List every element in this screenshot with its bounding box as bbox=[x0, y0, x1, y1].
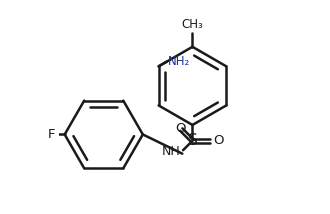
Text: O: O bbox=[213, 134, 223, 147]
Text: S: S bbox=[187, 133, 197, 148]
Text: F: F bbox=[48, 128, 55, 141]
Text: NH₂: NH₂ bbox=[168, 55, 190, 68]
Text: CH₃: CH₃ bbox=[182, 18, 203, 31]
Text: NH: NH bbox=[161, 146, 180, 159]
Text: O: O bbox=[175, 122, 185, 135]
